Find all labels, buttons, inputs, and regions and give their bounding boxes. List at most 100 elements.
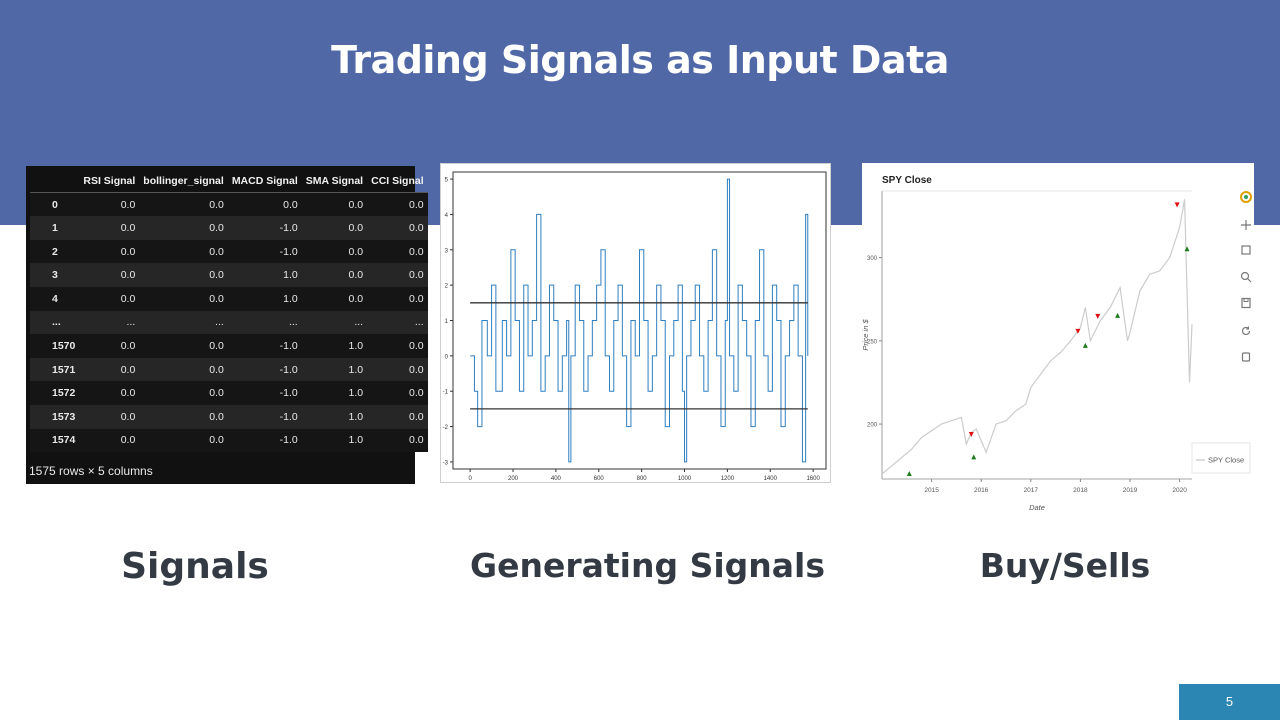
x-tick-label: 1000 (678, 476, 692, 482)
y-tick-label: 200 (867, 423, 878, 429)
row-index: 3 (52, 269, 58, 282)
reset-icon[interactable] (1240, 325, 1252, 337)
table-cell: 0.0 (120, 221, 136, 234)
table-row: 1570 0.0 0.0 -1.0 1.0 0.0 (30, 334, 428, 358)
sell-marker (968, 432, 974, 438)
pan-icon[interactable] (1240, 219, 1252, 231)
caption-signals: Signals (121, 546, 269, 587)
table-cell: 0.0 (348, 269, 364, 282)
table-cell: 0.0 (120, 434, 136, 447)
table-row: .................. (30, 310, 428, 335)
table-cell: 0.0 (209, 269, 224, 282)
table-cell: 1.0 (283, 269, 298, 282)
save-icon[interactable] (1240, 297, 1252, 309)
sell-marker (1075, 328, 1081, 334)
caption-buy-sells: Buy/Sells (979, 546, 1151, 585)
y-tick-label: 2 (445, 284, 449, 290)
spy-chart: SPY Close 200 250 300 2015 2016 2017 2018 2019 20… (862, 163, 1254, 518)
y-tick-label: 5 (445, 178, 449, 184)
chart-title: SPY Close (882, 175, 932, 186)
bokeh-logo-icon[interactable] (1240, 191, 1252, 203)
sell-marker (1095, 313, 1101, 319)
dataframe-shape: 1575 rows × 5 columns (29, 464, 153, 478)
table-cell: 0.0 (348, 198, 364, 211)
table-cell: -1.0 (279, 245, 298, 258)
x-tick-label: 2015 (924, 487, 939, 494)
table-cell: -1.0 (279, 434, 298, 447)
table-cell: 0.0 (209, 198, 224, 211)
row-index: 1570 (52, 339, 76, 352)
table-cell: 0.0 (409, 269, 424, 282)
table-cell: 0.0 (409, 434, 424, 447)
chart-toolbar (1240, 189, 1254, 379)
sell-marker (1174, 202, 1180, 208)
y-axis-label: Price in $ (862, 319, 870, 351)
table-row: 2 0.0 0.0 -1.0 0.0 0.0 (30, 239, 428, 264)
table-cell: 1.0 (348, 339, 364, 352)
table-row: 0 0.0 0.0 0.0 0.0 0.0 (30, 192, 428, 217)
table-cell: 0.0 (283, 198, 298, 211)
x-tick-label: 800 (637, 476, 648, 482)
signal-chart: -3 -2 -1 0 1 2 3 4 5 0 200 400 600 800 1000 1200 1400 160… (440, 163, 831, 483)
x-tick-label: 2020 (1172, 487, 1187, 494)
table-row: 1571 0.0 0.0 -1.0 1.0 0.0 (30, 357, 428, 382)
table-header-row: RSI Signal bollinger_signal MACD Signal … (30, 169, 428, 194)
hover-tool-icon[interactable] (1240, 351, 1252, 363)
table-cell: 0.0 (409, 221, 424, 234)
table-cell: 0.0 (409, 387, 424, 400)
y-tick-label: 0 (445, 354, 449, 360)
table-cell: 0.0 (409, 410, 424, 423)
x-tick-label: 400 (551, 476, 562, 482)
table-cell: 1.0 (348, 363, 364, 376)
table-cell: 0.0 (120, 387, 136, 400)
x-axis-label: Date (1029, 503, 1045, 512)
table-cell: 0.0 (209, 245, 224, 258)
table-row: 3 0.0 0.0 1.0 0.0 0.0 (30, 263, 428, 287)
table-cell: 0.0 (209, 410, 224, 423)
y-tick-label: -1 (443, 390, 449, 396)
x-tick-label: 1600 (806, 476, 820, 482)
table-cell: 1.0 (348, 387, 364, 400)
table-row: 4 0.0 0.0 1.0 0.0 0.0 (30, 286, 428, 311)
buy-marker (906, 471, 912, 477)
table-row: 1573 0.0 0.0 -1.0 1.0 0.0 (30, 404, 428, 429)
table-cell: 0.0 (209, 387, 224, 400)
signals-dataframe: RSI Signal bollinger_signal MACD Signal … (26, 166, 428, 484)
legend-box (1191, 442, 1251, 474)
table-cell: -1.0 (279, 339, 298, 352)
row-index: 1 (52, 221, 58, 234)
y-tick-label: 4 (445, 213, 449, 219)
legend-label: SPY Close (1208, 456, 1244, 465)
table-row: 1 0.0 0.0 -1.0 0.0 0.0 (30, 216, 428, 240)
y-tick-label: 250 (867, 339, 878, 345)
column-header: RSI Signal (79, 169, 140, 194)
row-index: 1573 (52, 410, 76, 423)
box-zoom-icon[interactable] (1240, 244, 1252, 256)
buy-marker (1184, 246, 1190, 252)
table-cell: 0.0 (209, 292, 224, 305)
table-cell: 0.0 (120, 292, 136, 305)
x-tick-label: 2018 (1073, 487, 1088, 494)
table-cell: 0.0 (120, 269, 136, 282)
buy-marker (1082, 342, 1088, 348)
wheel-zoom-icon[interactable] (1240, 271, 1252, 283)
table-cell: 0.0 (209, 434, 224, 447)
index-header (30, 169, 80, 194)
table-row: 1574 0.0 0.0 -1.0 1.0 0.0 (30, 428, 428, 453)
y-tick-label: 3 (445, 248, 449, 254)
table-cell: 0.0 (348, 245, 364, 258)
spy-chart-svg: SPY Close 200 250 300 2015 2016 2017 2018 2019 20… (862, 175, 1251, 512)
y-tick-label: 300 (867, 256, 878, 262)
table-cell: 0.0 (409, 245, 424, 258)
column-header: bollinger_signal (139, 169, 228, 194)
x-tick-label: 0 (468, 476, 472, 482)
signal-chart-svg: -3 -2 -1 0 1 2 3 4 5 0 200 400 600 800 1000 1200 1400 160… (443, 171, 827, 482)
x-tick-label: 200 (508, 476, 519, 482)
table-cell: -1.0 (279, 387, 298, 400)
row-index: 1574 (52, 434, 76, 447)
x-tick-label: 600 (594, 476, 605, 482)
buy-marker (971, 454, 977, 460)
y-tick-label: -3 (443, 460, 449, 466)
table-cell: 1.0 (283, 292, 298, 305)
row-index: 1571 (52, 363, 76, 376)
